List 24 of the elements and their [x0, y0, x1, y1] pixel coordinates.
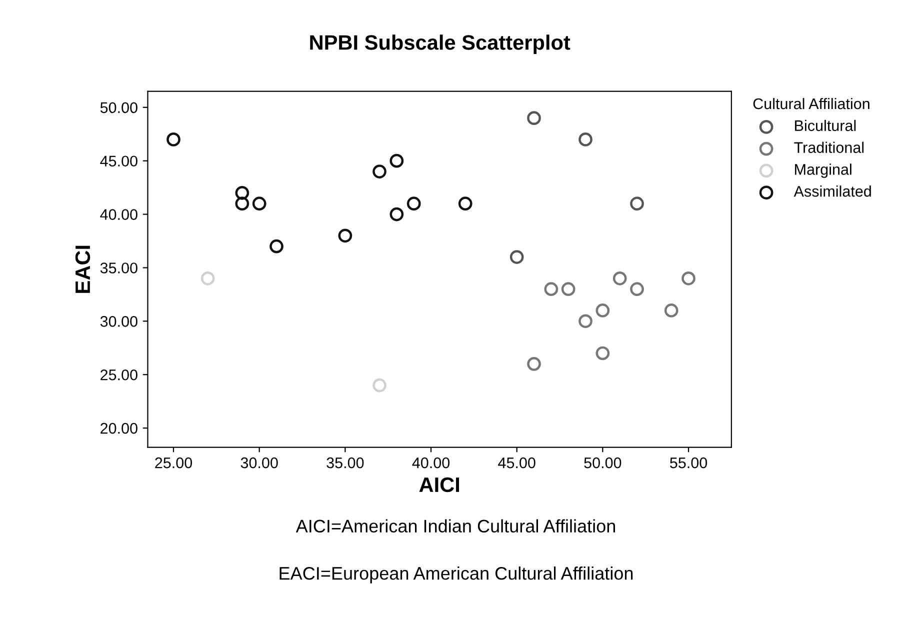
x-axis-title: AICI	[419, 477, 460, 492]
legend-title: Cultural Affiliation	[753, 98, 870, 110]
chart-title: NPBI Subscale Scatterplot	[310, 34, 570, 54]
y-tick-label: 20.00	[100, 422, 138, 434]
legend-label: Marginal	[795, 164, 852, 178]
x-tick-label: 35.00	[326, 457, 364, 468]
text: EACI=European American Cultural Affiliation	[280, 566, 633, 584]
text: AICI=American Indian Cultural Affiliation	[296, 519, 615, 533]
y-tick-label: 50.00	[100, 102, 138, 114]
legend-label: Traditional	[794, 142, 864, 153]
legend-label: Assimilated	[794, 186, 871, 197]
x-tick-label: 40.00	[412, 457, 450, 468]
x-tick-label: 25.00	[155, 457, 192, 468]
x-tick-label: 45.00	[498, 457, 536, 468]
x-tick-label: 30.00	[240, 457, 278, 468]
legend-label: Bicultural	[795, 120, 856, 132]
y-tick-label: 35.00	[100, 262, 138, 274]
x-tick-label: 50.00	[584, 457, 622, 468]
y-tick-label: 25.00	[100, 369, 138, 380]
x-tick-label: 55.00	[670, 457, 708, 468]
y-tick-label: 45.00	[100, 156, 138, 167]
y-tick-label: 40.00	[100, 209, 138, 220]
y-axis-title: EACI	[75, 246, 90, 293]
y-tick-label: 30.00	[100, 316, 138, 327]
